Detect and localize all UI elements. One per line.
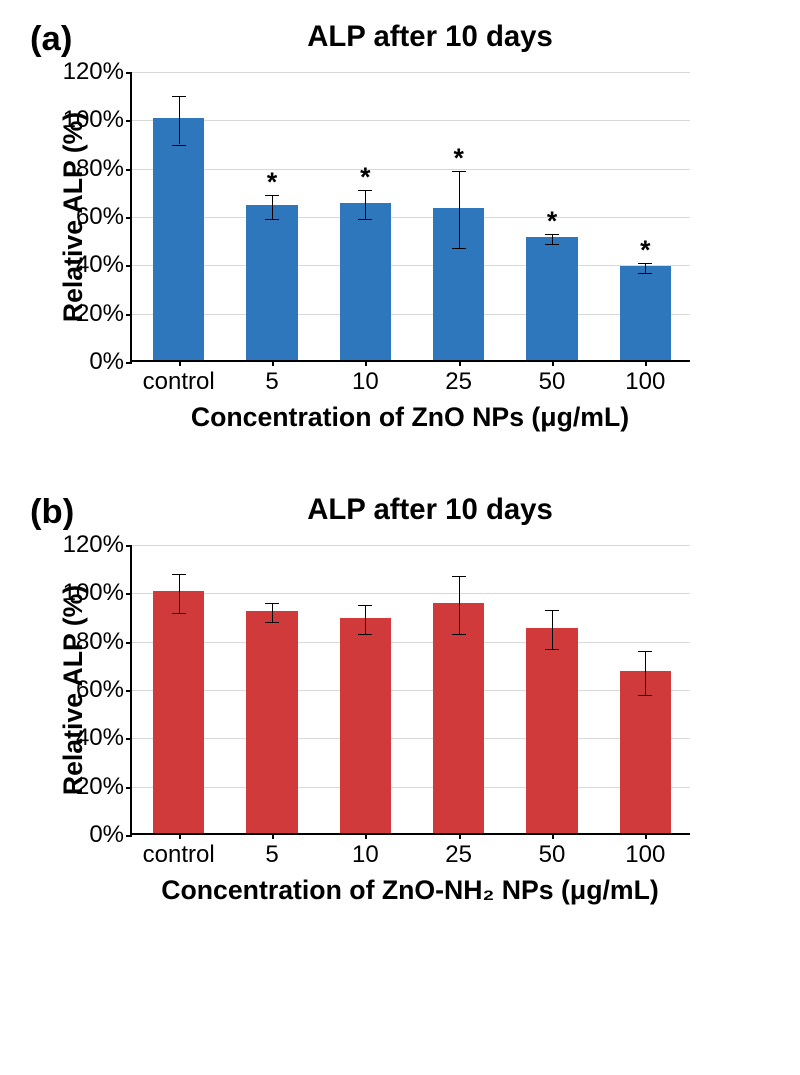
error-cap-top bbox=[452, 576, 466, 577]
y-tick-label: 80% bbox=[76, 155, 132, 183]
gridline bbox=[132, 217, 690, 218]
panel-b-x-axis-title: Concentration of ZnO-NH₂ NPs (μg/mL) bbox=[130, 875, 690, 906]
significance-marker: * bbox=[635, 235, 655, 266]
error-bar bbox=[365, 605, 366, 634]
x-tick-label: 25 bbox=[445, 833, 472, 869]
y-tick-label: 120% bbox=[63, 58, 132, 86]
error-cap-bottom bbox=[452, 248, 466, 249]
x-tick-label: 50 bbox=[539, 360, 566, 396]
y-tick-label: 80% bbox=[76, 628, 132, 656]
error-bar bbox=[365, 190, 366, 219]
error-bar bbox=[459, 576, 460, 634]
x-tick-label: control bbox=[143, 360, 215, 396]
error-cap-top bbox=[545, 610, 559, 611]
x-tick-label: 5 bbox=[265, 360, 278, 396]
gridline bbox=[132, 642, 690, 643]
x-tick-label: 100 bbox=[625, 360, 665, 396]
bar bbox=[620, 266, 671, 360]
significance-marker: * bbox=[355, 162, 375, 193]
error-cap-bottom bbox=[265, 622, 279, 623]
figure: (a) ALP after 10 days Relative ALP (%) 0… bbox=[0, 0, 800, 1075]
error-cap-top bbox=[638, 651, 652, 652]
panel-a-plot-area: 0%20%40%60%80%100%120%control5*10*25*50*… bbox=[130, 72, 690, 362]
panel-a-label: (a) bbox=[30, 20, 72, 59]
y-tick-label: 40% bbox=[76, 724, 132, 752]
error-cap-bottom bbox=[265, 219, 279, 220]
x-tick-label: 10 bbox=[352, 833, 379, 869]
y-tick-label: 60% bbox=[76, 676, 132, 704]
panel-a: (a) ALP after 10 days Relative ALP (%) 0… bbox=[30, 20, 770, 433]
y-tick-label: 20% bbox=[76, 773, 132, 801]
error-bar bbox=[645, 651, 646, 695]
bar bbox=[340, 618, 391, 833]
y-tick-label: 120% bbox=[63, 531, 132, 559]
error-bar bbox=[459, 171, 460, 248]
error-bar bbox=[179, 96, 180, 144]
bar bbox=[153, 118, 204, 360]
error-cap-top bbox=[172, 96, 186, 97]
y-tick-label: 40% bbox=[76, 251, 132, 279]
x-tick-label: 25 bbox=[445, 360, 472, 396]
bar bbox=[526, 237, 577, 360]
gridline bbox=[132, 72, 690, 73]
y-tick-label: 100% bbox=[63, 579, 132, 607]
gridline bbox=[132, 120, 690, 121]
panel-a-title: ALP after 10 days bbox=[90, 20, 770, 54]
panel-a-x-axis-title: Concentration of ZnO NPs (μg/mL) bbox=[130, 402, 690, 433]
panel-b-label: (b) bbox=[30, 493, 74, 532]
error-bar bbox=[272, 195, 273, 219]
x-tick-label: 5 bbox=[265, 833, 278, 869]
error-cap-bottom bbox=[358, 634, 372, 635]
error-cap-bottom bbox=[358, 219, 372, 220]
gridline bbox=[132, 545, 690, 546]
x-tick-label: 50 bbox=[539, 833, 566, 869]
panel-b: (b) ALP after 10 days Relative ALP (%) 0… bbox=[30, 493, 770, 906]
y-tick-label: 20% bbox=[76, 300, 132, 328]
bar bbox=[246, 611, 297, 833]
significance-marker: * bbox=[542, 206, 562, 237]
panel-b-title: ALP after 10 days bbox=[90, 493, 770, 527]
gridline bbox=[132, 593, 690, 594]
error-cap-top bbox=[265, 603, 279, 604]
panel-b-plot-area: 0%20%40%60%80%100%120%control5102550100 bbox=[130, 545, 690, 835]
significance-marker: * bbox=[262, 167, 282, 198]
error-cap-bottom bbox=[638, 273, 652, 274]
error-cap-bottom bbox=[545, 244, 559, 245]
bar bbox=[340, 203, 391, 360]
gridline bbox=[132, 738, 690, 739]
y-tick-label: 100% bbox=[63, 106, 132, 134]
error-cap-top bbox=[172, 574, 186, 575]
y-tick-label: 0% bbox=[89, 821, 132, 849]
y-tick-label: 60% bbox=[76, 203, 132, 231]
bar bbox=[246, 205, 297, 360]
y-tick-label: 0% bbox=[89, 348, 132, 376]
error-bar bbox=[179, 574, 180, 613]
x-tick-label: control bbox=[143, 833, 215, 869]
error-cap-bottom bbox=[452, 634, 466, 635]
bar bbox=[433, 603, 484, 833]
error-bar bbox=[272, 603, 273, 622]
gridline bbox=[132, 169, 690, 170]
gridline bbox=[132, 314, 690, 315]
panel-b-chart: Relative ALP (%) 0%20%40%60%80%100%120%c… bbox=[130, 545, 770, 906]
x-tick-label: 10 bbox=[352, 360, 379, 396]
gridline bbox=[132, 265, 690, 266]
significance-marker: * bbox=[449, 143, 469, 174]
gridline bbox=[132, 787, 690, 788]
error-cap-bottom bbox=[545, 649, 559, 650]
gridline bbox=[132, 690, 690, 691]
bar bbox=[153, 591, 204, 833]
error-bar bbox=[552, 610, 553, 649]
error-cap-bottom bbox=[638, 695, 652, 696]
x-tick-label: 100 bbox=[625, 833, 665, 869]
error-cap-bottom bbox=[172, 145, 186, 146]
error-cap-top bbox=[358, 605, 372, 606]
error-cap-bottom bbox=[172, 613, 186, 614]
bar bbox=[526, 628, 577, 833]
panel-a-chart: Relative ALP (%) 0%20%40%60%80%100%120%c… bbox=[130, 72, 770, 433]
